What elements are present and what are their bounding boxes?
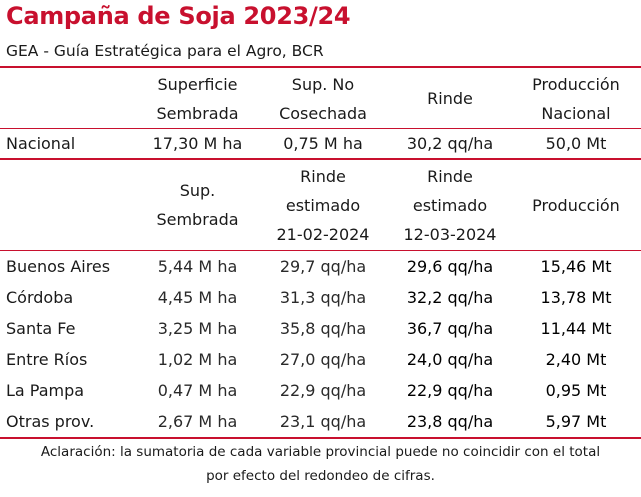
cell-rinde-12-03: 22,9 qq/ha (406, 381, 494, 400)
cell-rinde-21-02: 29,7 qq/ha (279, 257, 367, 276)
cell-sup-sembrada: 1,02 M ha (157, 350, 238, 369)
header-sup-no-cosechada: Sup. No Cosechada (279, 75, 367, 123)
cell-produccion: 0,95 Mt (545, 381, 607, 400)
national-produccion: 50,0 Mt (545, 134, 607, 153)
cell-rinde-21-02: 27,0 qq/ha (279, 350, 367, 369)
row-label: Otras prov. (6, 412, 95, 431)
cell-produccion: 11,44 Mt (540, 319, 612, 338)
national-superficie: 17,30 M ha (152, 134, 243, 153)
table-bottom-rule (0, 437, 641, 439)
header-produccion-nacional: Producción Nacional (532, 75, 620, 123)
cell-rinde-21-02: 22,9 qq/ha (279, 381, 367, 400)
cell-produccion: 15,46 Mt (540, 257, 612, 276)
cell-produccion: 13,78 Mt (540, 288, 612, 307)
cell-sup-sembrada: 5,44 M ha (157, 257, 238, 276)
header-produccion: Producción (532, 196, 620, 215)
cell-rinde-21-02: 31,3 qq/ha (279, 288, 367, 307)
cell-sup-sembrada: 3,25 M ha (157, 319, 238, 338)
page-title: Campaña de Soja 2023/24 (6, 2, 351, 30)
cell-rinde-12-03: 32,2 qq/ha (406, 288, 494, 307)
cell-produccion: 2,40 Mt (545, 350, 607, 369)
national-sup-no-cosechada: 0,75 M ha (283, 134, 363, 153)
header-rinde-12-03: Rinde estimado 12-03-2024 (403, 167, 497, 244)
top-rule (0, 66, 641, 68)
footnote: Aclaración: la sumatoria de cada variabl… (40, 444, 601, 484)
row-label: Buenos Aires (6, 257, 111, 276)
cell-rinde-21-02: 23,1 qq/ha (279, 412, 367, 431)
cell-rinde-12-03: 23,8 qq/ha (406, 412, 494, 431)
cell-rinde-12-03: 36,7 qq/ha (406, 319, 494, 338)
cell-produccion: 5,97 Mt (545, 412, 607, 431)
national-header-rule (0, 128, 641, 129)
cell-rinde-21-02: 35,8 qq/ha (279, 319, 367, 338)
national-bottom-rule (0, 158, 641, 160)
page-subtitle: GEA - Guía Estratégica para el Agro, BCR (6, 42, 324, 60)
header-rinde: Rinde (427, 89, 473, 108)
row-label: La Pampa (6, 381, 85, 400)
cell-rinde-12-03: 29,6 qq/ha (406, 257, 494, 276)
provincial-header-rule (0, 250, 641, 251)
cell-sup-sembrada: 4,45 M ha (157, 288, 238, 307)
row-label-nacional: Nacional (6, 134, 76, 153)
national-rinde: 30,2 qq/ha (406, 134, 494, 153)
row-label: Córdoba (6, 288, 74, 307)
header-superficie-sembrada: Superficie Sembrada (156, 75, 239, 123)
header-sup-sembrada: Sup. Sembrada (156, 181, 239, 229)
cell-rinde-12-03: 24,0 qq/ha (406, 350, 494, 369)
cell-sup-sembrada: 0,47 M ha (157, 381, 238, 400)
cell-sup-sembrada: 2,67 M ha (157, 412, 238, 431)
row-label: Entre Ríos (6, 350, 88, 369)
row-label: Santa Fe (6, 319, 76, 338)
header-rinde-21-02: Rinde estimado 21-02-2024 (276, 167, 370, 244)
